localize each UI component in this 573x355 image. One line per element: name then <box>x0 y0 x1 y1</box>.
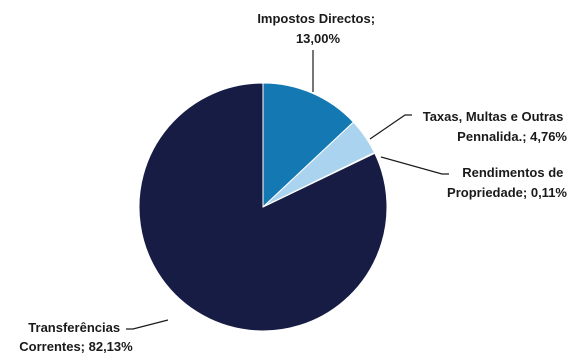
label-rendimentos: Rendimentos de Propriedade; 0,11% <box>447 165 567 200</box>
label-taxas-line-1: Taxas, Multas e Outras <box>423 109 564 124</box>
leader-line-rendimentos <box>380 156 449 175</box>
label-transferencias-line-2: Correntes; 82,13% <box>19 339 133 354</box>
label-transferencias-line-1: Transferências <box>28 320 120 335</box>
label-impostos-line-2: 13,00% <box>296 31 341 46</box>
label-taxas: Taxas, Multas e Outras Pennalida.; 4,76% <box>423 109 568 144</box>
pie-slice-impostos <box>262 82 355 209</box>
label-impostos-line-1: Impostos Directos; <box>257 11 375 26</box>
pie-slices <box>138 82 388 332</box>
label-rendimentos-line-2: Propriedade; 0,11% <box>447 185 567 200</box>
leader-lines <box>126 50 449 330</box>
label-impostos: Impostos Directos; 13,00% <box>257 11 378 46</box>
pie-slice-transferencias <box>138 82 388 332</box>
label-transferencias: Transferências Correntes; 82,13% <box>19 320 133 354</box>
label-taxas-line-2: Pennalida.; 4,76% <box>457 129 567 144</box>
leader-line-taxas <box>369 114 412 140</box>
leader-line-transferencias <box>126 319 169 330</box>
slice-labels: Impostos Directos; 13,00% Taxas, Multas … <box>19 11 567 354</box>
label-rendimentos-line-1: Rendimentos de <box>462 165 563 180</box>
